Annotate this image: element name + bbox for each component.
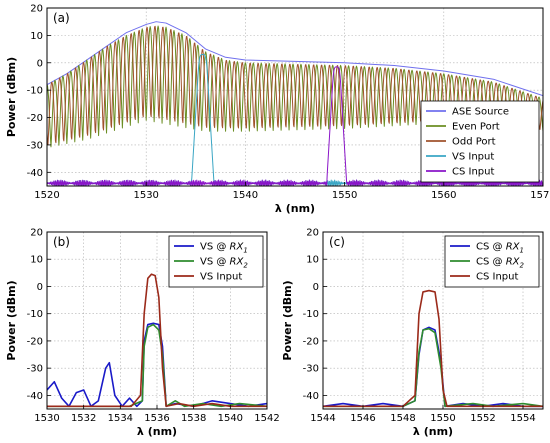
y-tick-label: 20 <box>306 228 319 239</box>
x-tick-label: 1542 <box>254 413 279 424</box>
legend-label: CS Input <box>452 167 494 178</box>
y-tick-label: -20 <box>27 113 43 124</box>
panel-c-ticks: 1544 1546 1548 1550 1552 1554 -40 -30 -20 -10 0 10 2… <box>303 228 536 425</box>
series-line-even-port <box>47 25 543 148</box>
y-tick-label: -40 <box>303 391 319 402</box>
legend-label: Even Port <box>452 122 500 133</box>
y-tick-label: -10 <box>27 86 43 97</box>
x-tick-label: 1540 <box>218 413 243 424</box>
panel-a-legend: ASE Source Even Port Odd Port VS Input CS In… <box>420 100 540 183</box>
series-line-cs-rx2 <box>323 327 543 408</box>
panel-c-xlabel: λ (nm) <box>413 425 453 438</box>
y-tick-label: -30 <box>27 364 43 375</box>
y-tick-label: -20 <box>27 336 43 347</box>
panel-c-legend: CS @ RX1 CS @ RX2 CS Input <box>444 235 540 288</box>
y-tick-label: 0 <box>37 58 43 69</box>
y-tick-label: 20 <box>30 4 43 15</box>
legend-label: VS Input <box>452 152 494 163</box>
panel-a-label: (a) <box>53 11 70 25</box>
y-tick-label: 20 <box>30 228 43 239</box>
legend-label: Odd Port <box>452 137 496 148</box>
y-tick-label: 0 <box>313 282 319 293</box>
panel-c-ylabel: Power (dBm) <box>281 280 294 360</box>
series-line-cs-input <box>323 289 543 408</box>
series-line-vs-input <box>47 273 267 408</box>
x-tick-label: 1560 <box>431 190 456 201</box>
series-line-ase-source <box>47 21 543 97</box>
panel-b-series <box>47 273 267 408</box>
legend-label: VS @ RX2 <box>200 257 248 270</box>
panel-b-xlabel: λ (nm) <box>137 425 177 438</box>
panel-b-label: (b) <box>53 235 70 249</box>
panel-c: 1544 1546 1548 1550 1552 1554 -40 -30 -20 -10 0 10 2… <box>281 228 544 438</box>
y-tick-label: 10 <box>30 255 43 266</box>
x-tick-label: 1532 <box>71 413 96 424</box>
x-tick-label: 1546 <box>350 413 375 424</box>
series-line-cs-rx1 <box>323 326 543 408</box>
panel-c-label: (c) <box>329 235 345 249</box>
panel-b-ticks: 1530 1532 1534 1536 1538 1540 1542 -40 -30 -20 -10… <box>27 228 280 425</box>
x-tick-label: 1548 <box>390 413 415 424</box>
x-tick-label: 1550 <box>430 413 455 424</box>
legend-label: ASE Source <box>452 107 509 118</box>
x-tick-label: 1530 <box>34 413 59 424</box>
y-tick-label: -40 <box>27 168 43 179</box>
y-tick-label: -10 <box>27 309 43 320</box>
panel-b-legend: VS @ RX1 VS @ RX2 VS Input <box>168 235 264 288</box>
y-tick-label: -10 <box>303 309 319 320</box>
panel-c-series <box>323 289 543 408</box>
y-tick-label: -30 <box>303 364 319 375</box>
x-tick-label: 1520 <box>34 190 59 201</box>
legend-label: VS Input <box>200 272 242 283</box>
y-tick-label: -20 <box>303 336 319 347</box>
x-tick-label: 1540 <box>233 190 258 201</box>
panel-a-xlabel: λ (nm) <box>275 202 315 215</box>
y-tick-label: 0 <box>37 282 43 293</box>
legend-label: CS @ RX2 <box>476 257 525 270</box>
y-tick-label: -30 <box>27 140 43 151</box>
x-tick-label: 1536 <box>144 413 169 424</box>
x-tick-label: 1570 <box>530 190 550 201</box>
legend-label: CS @ RX1 <box>476 242 524 255</box>
x-tick-label: 1544 <box>310 413 335 424</box>
x-tick-label: 1552 <box>470 413 495 424</box>
x-tick-label: 1550 <box>332 190 357 201</box>
panel-a-ticks: 1520 1530 1540 1550 1560 1570 -40 -30 -20 -10 0 10 2… <box>27 4 550 202</box>
panel-a: 1520 1530 1540 1550 1560 1570 -40 -30 -20 -10 0 10 2… <box>5 4 550 216</box>
panel-a-frame <box>46 7 544 187</box>
x-tick-label: 1538 <box>181 413 206 424</box>
y-tick-label: 10 <box>30 31 43 42</box>
panel-a-ylabel: Power (dBm) <box>5 57 18 137</box>
x-tick-label: 1554 <box>510 413 535 424</box>
x-tick-label: 1530 <box>133 190 158 201</box>
x-tick-label: 1534 <box>108 413 133 424</box>
y-tick-label: -40 <box>27 391 43 402</box>
legend-label: VS @ RX1 <box>200 242 248 255</box>
panel-c-frame <box>322 231 544 410</box>
legend-label: CS Input <box>476 272 518 283</box>
panel-b-ylabel: Power (dBm) <box>5 280 18 360</box>
series-line-cs-input <box>47 66 543 186</box>
y-tick-label: 10 <box>306 255 319 266</box>
panel-b: 1530 1532 1534 1536 1538 1540 1542 -40 -30 -20 -10… <box>5 228 280 439</box>
